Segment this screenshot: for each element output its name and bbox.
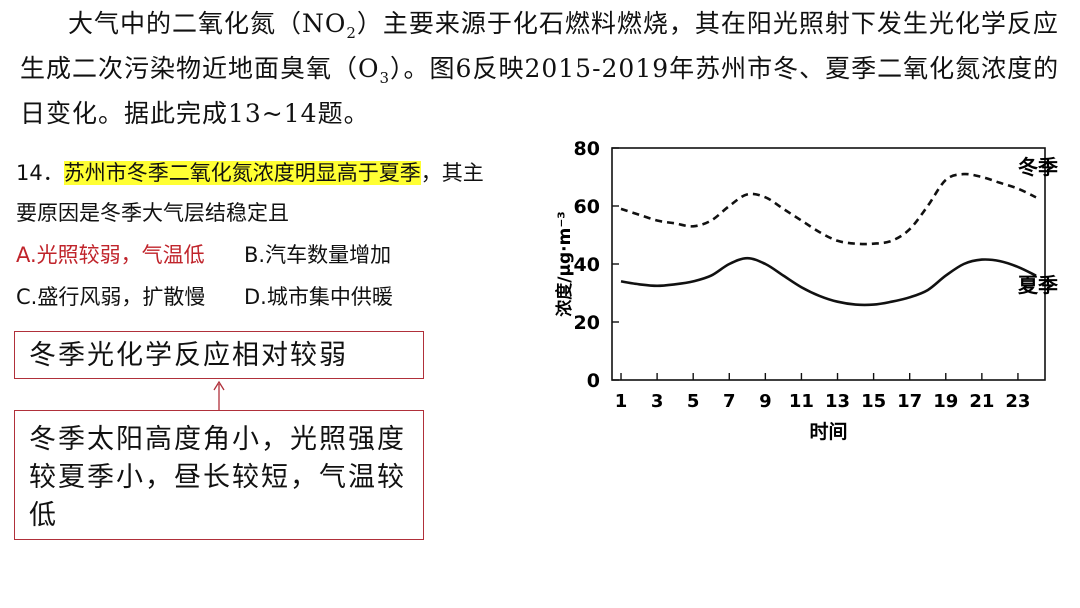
- question-highlight: 苏州市冬季二氧化氮浓度明显高于夏季: [63, 161, 421, 185]
- y-tick-label: 0: [587, 370, 600, 392]
- x-axis-label: 时间: [809, 421, 847, 443]
- y-axis-label: 浓度/μg·m⁻³: [554, 211, 575, 316]
- x-tick-label: 17: [897, 391, 922, 412]
- x-tick-label: 23: [1005, 391, 1030, 412]
- y-axis: 0 20 40 60 80: [574, 138, 619, 392]
- y-tick-label: 60: [574, 196, 600, 218]
- note-box-bottom: 冬季太阳高度角小，光照强度较夏季小，昼长较短，气温较低: [14, 410, 424, 540]
- series-label-summer: 夏季: [1018, 273, 1058, 297]
- option-c[interactable]: C.盛行风弱，扩散慢: [16, 285, 206, 309]
- intro-subscript-o3: 3: [379, 69, 391, 87]
- x-tick-label: 21: [969, 391, 994, 412]
- y-tick-label: 20: [574, 312, 600, 334]
- series-group: [620, 172, 1037, 307]
- x-tick-label: 1: [615, 391, 628, 412]
- option-d[interactable]: D.城市集中供暖: [244, 285, 393, 309]
- intro-text-3: ）。图6反映2015-2019年苏州市冬、夏季二氧化氮浓度的日变化。据此完成13…: [20, 54, 1060, 128]
- x-tick-label: 19: [933, 391, 958, 412]
- x-tick-label: 3: [651, 391, 664, 412]
- x-tick-label: 13: [825, 391, 850, 412]
- intro-paragraph: 大气中的二氧化氮（NO2）主要来源于化石燃料燃烧，其在阳光照射下发生光化学反应生…: [20, 6, 1065, 132]
- x-tick-label: 15: [861, 391, 886, 412]
- series-line-summer: [620, 256, 1037, 307]
- x-tick-label: 9: [759, 391, 772, 412]
- plot-frame: [611, 147, 1046, 381]
- intro-text-1: 大气中的二氧化氮（NO: [68, 9, 347, 38]
- options-row-2: C.盛行风弱，扩散慢 D.城市集中供暖: [16, 282, 393, 312]
- option-a[interactable]: A.光照较弱，气温低: [16, 243, 205, 267]
- question-number: 14．: [16, 161, 64, 185]
- question-stem-continued: 要原因是冬季大气层结稳定且: [16, 201, 289, 225]
- intro-text-2: ）主要来源于化石燃料燃烧，其在阳光照射下发生光化学反应生成二次污染物近地面臭氧（…: [20, 9, 1059, 83]
- series-label-winter: 冬季: [1018, 155, 1058, 179]
- series-line-winter: [620, 172, 1037, 246]
- options-row-1: A.光照较弱，气温低 B.汽车数量增加: [16, 240, 391, 270]
- question-stem-rest: ，其主: [420, 161, 484, 185]
- y-tick-label: 80: [574, 138, 600, 160]
- intro-subscript-no2: 2: [346, 24, 357, 42]
- question-stem: 14．苏州市冬季二氧化氮浓度明显高于夏季，其主: [16, 158, 484, 188]
- x-axis: 1 3 5 7 9 11 13 15 17 19 21 23: [615, 373, 1030, 412]
- x-tick-label: 11: [789, 391, 814, 412]
- note-box-top: 冬季光化学反应相对较弱: [14, 331, 424, 379]
- plot-border: [611, 147, 1046, 381]
- x-tick-label: 5: [687, 391, 700, 412]
- x-tick-label: 7: [723, 391, 736, 412]
- option-b[interactable]: B.汽车数量增加: [244, 243, 392, 267]
- y-tick-label: 40: [574, 254, 600, 276]
